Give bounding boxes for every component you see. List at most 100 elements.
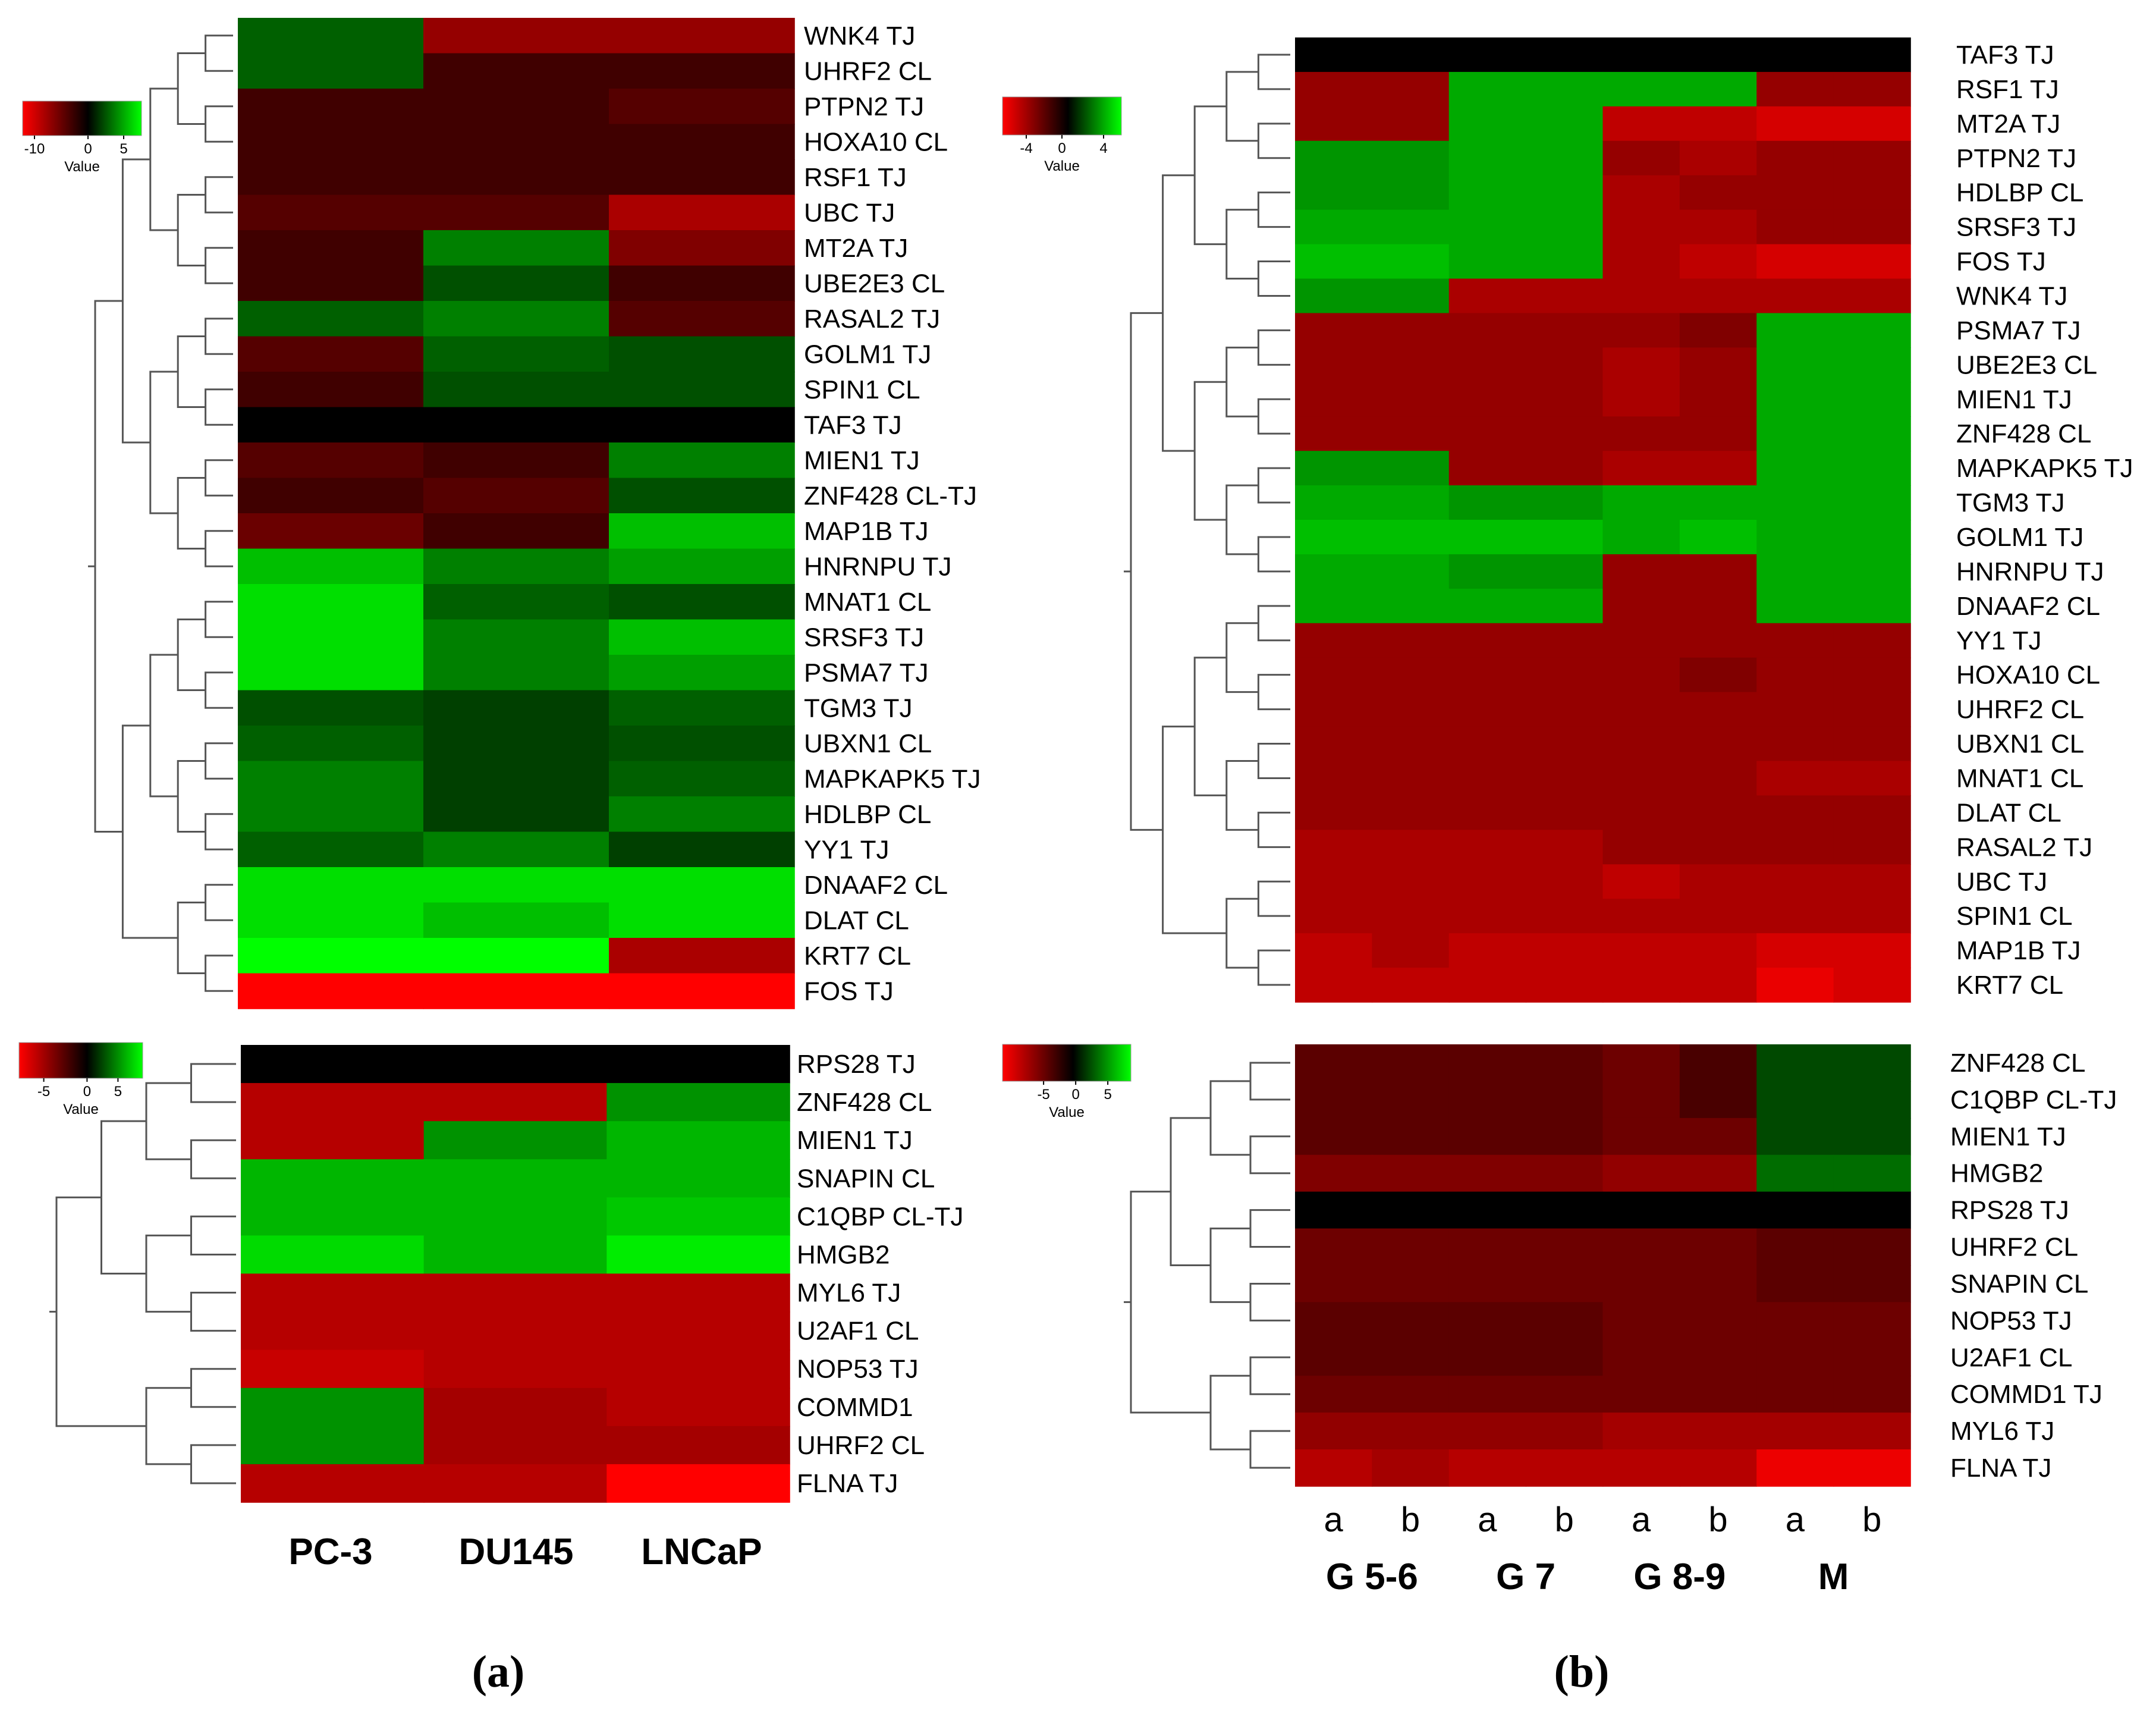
heatmap-cell — [1679, 1044, 1758, 1082]
row-label: C1QBP CL-TJ — [1950, 1085, 2117, 1115]
heatmap-cell — [1679, 1081, 1758, 1119]
heatmap-cell — [1448, 347, 1526, 383]
column-label: a — [1786, 1500, 1805, 1539]
heatmap-cell — [1295, 899, 1373, 934]
row-label: MIEN1 TJ — [1950, 1122, 2066, 1151]
color-key-title: Value — [63, 1101, 99, 1117]
row-label: MNAT1 CL — [804, 588, 931, 617]
row-label: HNRNPU TJ — [804, 552, 952, 581]
dendrogram-branch — [177, 335, 206, 408]
row-label: ZNF428 CL — [1950, 1049, 2085, 1078]
heatmap-cell — [423, 372, 609, 408]
heatmap-cell — [1295, 71, 1373, 107]
column-label: LNCaP — [641, 1531, 762, 1572]
dendrogram-branch — [205, 105, 233, 143]
heatmap-cell — [1602, 554, 1680, 589]
heatmap-cell — [1756, 795, 1834, 831]
heatmap-cell — [423, 938, 609, 974]
heatmap-cell — [241, 1273, 425, 1313]
heatmap-cell — [1679, 830, 1758, 865]
heatmap-cell — [423, 1426, 608, 1465]
dendrogram-branch — [1257, 329, 1290, 366]
heatmap-cell — [1833, 140, 1911, 176]
dendrograms — [49, 34, 1290, 1484]
heatmap-cell — [1833, 175, 1911, 211]
heatmap-cell — [1679, 761, 1758, 796]
color-key-bar — [1002, 96, 1122, 136]
heatmap-cell — [1448, 209, 1526, 245]
heatmap-cell — [1295, 1191, 1373, 1229]
heatmap-cell — [241, 1387, 425, 1427]
heatmap-cell — [1756, 623, 1834, 658]
heatmap-cell — [238, 548, 424, 585]
heatmap-cell — [1295, 1044, 1373, 1082]
column-label: a — [1632, 1500, 1651, 1539]
heatmap-cell — [1372, 451, 1450, 486]
heatmap-cell — [1295, 140, 1373, 176]
heatmap-cell — [241, 1045, 425, 1084]
heatmap-cell — [1756, 864, 1834, 900]
heatmap-cell — [241, 1197, 425, 1236]
heatmap-cell — [1602, 899, 1680, 934]
heatmap-cell — [1679, 1302, 1758, 1340]
heatmap-cell — [1679, 485, 1758, 520]
heatmap-cell — [423, 831, 609, 868]
heatmap-cell — [1448, 140, 1526, 176]
heatmap-cell — [606, 1197, 790, 1236]
heatmap-cell — [609, 301, 795, 337]
heatmap-cell — [1756, 899, 1834, 934]
heatmap-cell — [1756, 1117, 1834, 1156]
row-label: COMMD1 TJ — [1950, 1380, 2102, 1409]
heatmap-cell — [1295, 209, 1373, 245]
heatmap-cell — [423, 194, 609, 231]
heatmap-cell — [1526, 1117, 1604, 1156]
row-label: HMGB2 — [797, 1240, 890, 1269]
heatmap-cell — [1833, 588, 1911, 624]
heatmap-cell — [238, 478, 424, 514]
heatmap-cell — [423, 1197, 608, 1236]
heatmap-cell — [1833, 623, 1911, 658]
heatmap-cell — [609, 230, 795, 266]
column-label: b — [1708, 1500, 1727, 1539]
heatmap-cell — [1372, 554, 1450, 589]
heatmap-cell — [1833, 244, 1911, 280]
heatmap-cell — [1372, 382, 1450, 417]
dendrogram-branch — [1170, 1117, 1211, 1266]
heatmap-cell — [241, 1083, 425, 1122]
heatmap-cell — [1833, 1265, 1911, 1303]
heatmap-cell — [1372, 588, 1450, 624]
heatmap-cell — [1372, 933, 1450, 968]
heatmap-cell — [609, 18, 795, 54]
dendrogram-branch — [1257, 949, 1290, 986]
heatmap-cell — [238, 89, 424, 125]
heatmap-cell — [1679, 864, 1758, 900]
heatmap-cell — [1602, 933, 1680, 968]
heatmap-cell — [609, 655, 795, 691]
color-key-tick-label: 0 — [1071, 1087, 1079, 1103]
heatmap-cell — [609, 902, 795, 938]
heatmap-3 — [1295, 1044, 1911, 1487]
row-label: MAP1B TJ — [804, 517, 928, 546]
heatmap-cell — [423, 1159, 608, 1198]
dendrogram-branch — [1209, 1374, 1250, 1451]
heatmap-cell — [1372, 1302, 1450, 1340]
heatmap-cell — [606, 1083, 790, 1122]
heatmap-cell — [609, 513, 795, 550]
heatmap-cell — [1679, 347, 1758, 383]
heatmap-cell — [238, 124, 424, 160]
heatmap-cell — [1833, 795, 1911, 831]
heatmap-cell — [609, 442, 795, 479]
heatmap-cell — [1526, 416, 1604, 451]
heatmap-cell — [1295, 313, 1373, 349]
column-label: a — [1324, 1500, 1344, 1539]
heatmap-cell — [1448, 968, 1526, 1003]
row-label: HNRNPU TJ — [1956, 557, 2104, 586]
heatmap-cell — [609, 478, 795, 514]
heatmap-cell — [423, 584, 609, 620]
heatmap-cell — [1679, 1154, 1758, 1192]
panel-label-a: (a) — [472, 1647, 525, 1697]
heatmap-cell — [423, 478, 609, 514]
heatmap-cell — [423, 867, 609, 903]
heatmap-cell — [1679, 382, 1758, 417]
